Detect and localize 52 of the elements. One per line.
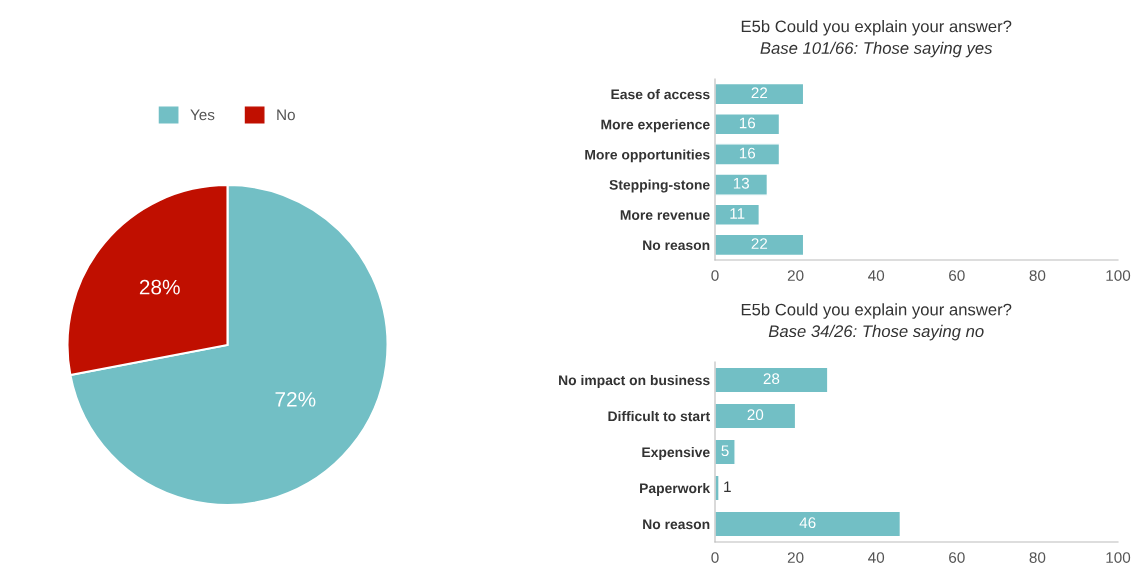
y-tick-label: Ease of access [611,89,710,100]
y-tick-label: Expensive [642,446,710,460]
data-label: 46 [799,517,816,529]
data-label: 5 [721,445,729,457]
data-label: 16 [739,117,756,129]
x-tick-label: 60 [949,270,965,281]
data-label: 72% [275,391,316,407]
data-label: 22 [751,87,768,99]
y-tick-label: Difficult to start [608,410,710,422]
x-tick-label: 80 [1029,552,1046,563]
data-label: 1 [724,481,731,492]
legend-label: Yes [190,109,215,121]
data-label: 20 [747,409,764,421]
bar [715,203,761,227]
chart-subtitle: Base 101/66: Those saying yes [760,41,993,58]
data-label: 28% [139,279,180,295]
legend-label: No [277,109,295,121]
x-tick-label: 40 [868,552,885,563]
bar [715,143,781,166]
pie-slice [69,183,389,507]
x-tick-label: 20 [787,552,804,563]
y-tick-label: More revenue [620,210,710,220]
data-label: 22 [751,238,768,249]
data-label: 11 [730,208,745,219]
bar [715,112,781,136]
chart-title: E5b Could you explain your answer? [741,303,1012,319]
x-tick-label: 20 [787,270,804,281]
y-tick-label: More opportunities [585,149,710,163]
y-tick-label: More experience [601,119,710,133]
x-tick-label: 0 [711,552,719,563]
x-tick-label: 60 [949,552,965,563]
x-tick-label: 100 [1106,270,1131,281]
bar [715,402,797,430]
x-tick-label: 0 [711,270,719,281]
x-tick-label: 40 [868,270,885,281]
y-tick-label: No impact on business [559,374,710,388]
bar [715,233,805,257]
bar [715,366,829,394]
y-tick-label: Stepping-stone [609,179,710,193]
chart-subtitle: Base 34/26: Those saying no [768,324,984,341]
x-tick-label: 100 [1106,552,1131,563]
data-label: 16 [739,147,756,159]
y-tick-label: No reason [643,519,710,530]
y-tick-label: Paperwork [640,482,711,496]
data-label: 28 [763,373,780,385]
chart-title: E5b Could you explain your answer? [741,20,1012,36]
bar [715,173,769,196]
bar [715,82,805,106]
data-label: 13 [733,177,750,189]
x-tick-label: 80 [1029,270,1046,281]
bar [715,510,902,538]
y-tick-label: No reason [643,240,710,251]
